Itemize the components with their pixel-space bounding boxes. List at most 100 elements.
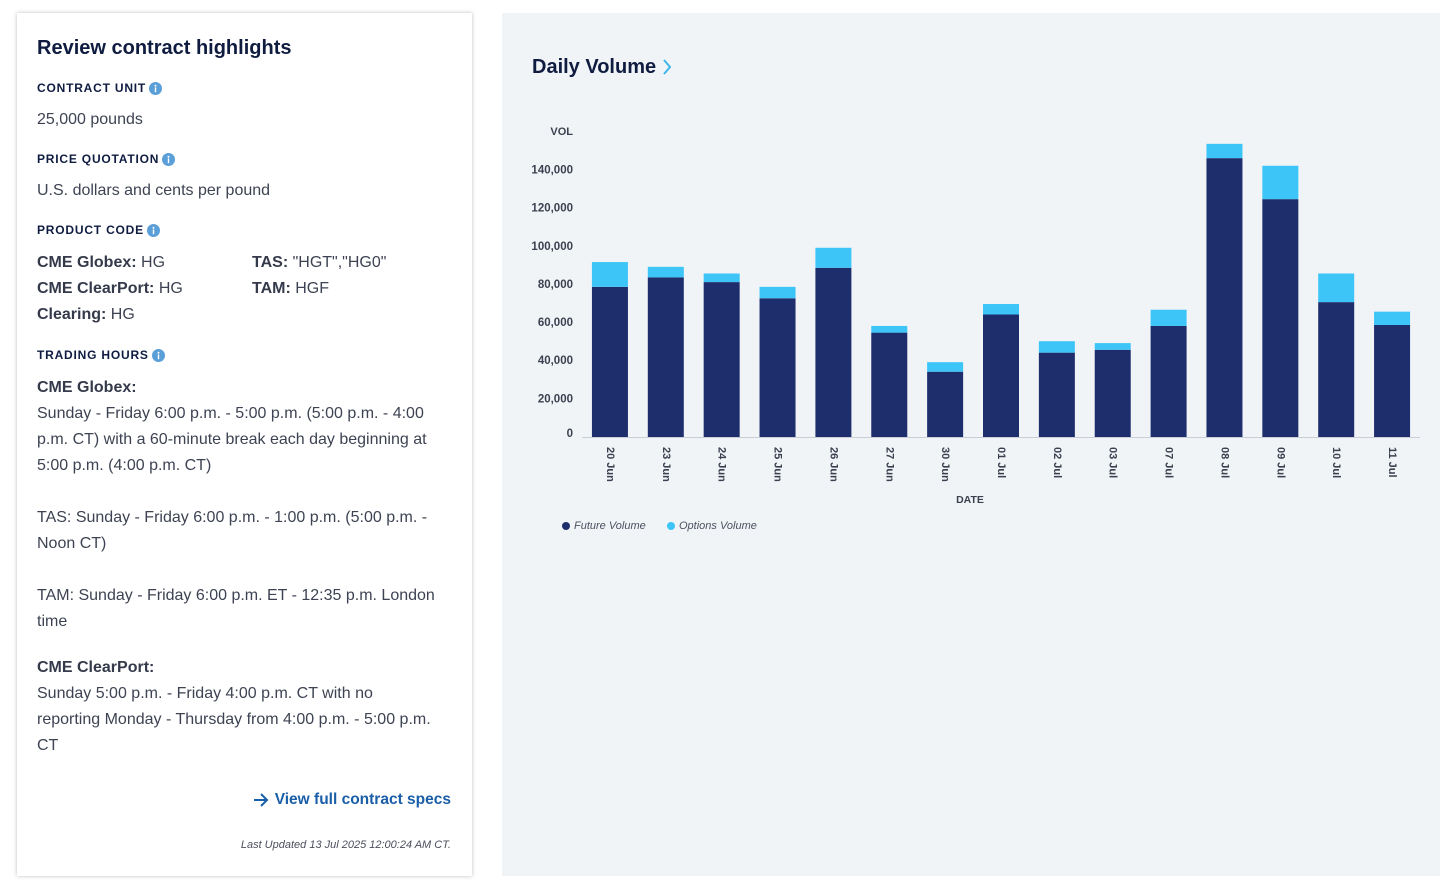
chevron-right-icon: [663, 59, 672, 75]
bar-options-volume-08-jul[interactable]: [1206, 143, 1243, 159]
x-tick-label: 24 Jun: [716, 447, 728, 482]
trading-hours-label: TRADING HOURS: [37, 346, 451, 364]
bar-future-volume-20-jun[interactable]: [591, 286, 628, 438]
bar-future-volume-11-jul[interactable]: [1374, 324, 1411, 438]
hours-tam: TAM: Sunday - Friday 6:00 p.m. ET - 12:3…: [37, 583, 451, 635]
info-icon[interactable]: [162, 152, 176, 166]
hours-cme-clearport: CME ClearPort: Sunday 5:00 p.m. - Friday…: [37, 655, 451, 759]
bar-options-volume-25-jun[interactable]: [759, 286, 796, 299]
hours-heading: CME Globex:: [37, 379, 137, 396]
product-code-tam: TAM: HGF: [252, 276, 451, 302]
product-code-key: TAS:: [252, 254, 289, 271]
bar-options-volume-24-jun[interactable]: [703, 273, 740, 283]
legend-item-future-volume[interactable]: Future Volume: [562, 520, 646, 532]
product-code-tas: TAS: "HGT","HG0": [252, 250, 451, 276]
hours-line: reporting Monday - Thursday from 4:00 p.…: [37, 711, 431, 728]
bar-future-volume-07-jul[interactable]: [1150, 325, 1187, 438]
info-icon[interactable]: [151, 348, 165, 362]
bar-options-volume-03-jul[interactable]: [1094, 343, 1131, 350]
view-full-contract-specs-link[interactable]: View full contract specs: [253, 789, 451, 811]
product-code-label-text: PRODUCT CODE: [37, 223, 144, 237]
product-code-clearing: Clearing: HG: [37, 302, 252, 328]
contract-unit-label-text: CONTRACT UNIT: [37, 81, 147, 95]
x-tick-label: 02 Jul: [1051, 447, 1063, 478]
bar-options-volume-26-jun[interactable]: [815, 247, 852, 268]
price-quotation-label-text: PRICE QUOTATION: [37, 152, 160, 166]
bar-future-volume-08-jul[interactable]: [1206, 158, 1243, 438]
bar-options-volume-11-jul[interactable]: [1374, 311, 1411, 325]
product-code-grid: CME Globex: HG TAS: "HGT","HG0" CME Clea…: [37, 250, 451, 328]
hours-line: time: [37, 613, 68, 630]
hours-cme-globex: CME Globex: Sunday - Friday 6:00 p.m. - …: [37, 375, 451, 479]
legend-swatch-future-volume: [562, 522, 570, 530]
x-tick-label: 10 Jul: [1330, 447, 1342, 478]
bar-future-volume-30-jun[interactable]: [927, 371, 964, 438]
bar-future-volume-09-jul[interactable]: [1262, 199, 1299, 438]
x-tick-label: 20 Jun: [604, 447, 616, 482]
hours-line: TAM: Sunday - Friday 6:00 p.m. ET - 12:3…: [37, 587, 435, 604]
bar-future-volume-23-jun[interactable]: [647, 277, 684, 438]
y-tick-label: 0: [567, 428, 573, 440]
card-title: Review contract highlights: [37, 37, 292, 59]
x-tick-label: 03 Jul: [1107, 447, 1119, 478]
arrow-right-icon: [253, 793, 269, 807]
bar-future-volume-24-jun[interactable]: [703, 282, 740, 438]
bar-future-volume-03-jul[interactable]: [1094, 349, 1131, 438]
contract-unit-value: 25,000 pounds: [37, 111, 143, 128]
y-tick-label: 60,000: [538, 317, 573, 329]
x-tick-label: 27 Jun: [883, 447, 895, 482]
bar-options-volume-01-jul[interactable]: [983, 304, 1019, 315]
product-code-label: PRODUCT CODE: [37, 221, 451, 239]
y-tick-label: 120,000: [531, 203, 573, 215]
hours-line: TAS: Sunday - Friday 6:00 p.m. - 1:00 p.…: [37, 509, 428, 526]
product-code-value: "HGT","HG0": [292, 254, 387, 271]
bar-options-volume-30-jun[interactable]: [927, 362, 964, 372]
product-code-key: CME Globex:: [37, 254, 137, 271]
last-updated: Last Updated 13 Jul 2025 12:00:24 AM CT.: [240, 839, 451, 851]
bar-future-volume-27-jun[interactable]: [871, 332, 908, 438]
x-tick-label: 30 Jun: [939, 447, 951, 482]
trading-hours-label-text: TRADING HOURS: [37, 348, 149, 362]
bar-future-volume-26-jun[interactable]: [815, 267, 852, 438]
product-code-value: HG: [110, 306, 135, 323]
product-code-value: HG: [158, 280, 183, 297]
legend-swatch-options-volume: [667, 522, 675, 530]
product-code-cme-globex: CME Globex: HG: [37, 250, 252, 276]
product-code-cme-clearport: CME ClearPort: HG: [37, 276, 252, 302]
bars: [591, 143, 1411, 438]
bar-options-volume-23-jun[interactable]: [647, 266, 684, 278]
legend-item-options-volume[interactable]: Options Volume: [667, 520, 757, 532]
bar-options-volume-02-jul[interactable]: [1038, 341, 1075, 353]
info-icon[interactable]: [146, 223, 160, 237]
daily-volume-title: Daily Volume: [532, 56, 657, 78]
y-tick-label: 80,000: [538, 279, 573, 291]
daily-volume-title-link[interactable]: Daily Volume: [532, 54, 672, 80]
bar-future-volume-10-jul[interactable]: [1318, 302, 1355, 438]
hours-line: Sunday 5:00 p.m. - Friday 4:00 p.m. CT w…: [37, 685, 373, 702]
x-tick-label: 26 Jun: [827, 447, 839, 482]
bar-future-volume-25-jun[interactable]: [759, 298, 796, 438]
bar-options-volume-07-jul[interactable]: [1150, 309, 1187, 326]
product-code-value: HG: [141, 254, 166, 271]
y-tick-label: 40,000: [538, 355, 573, 367]
bar-options-volume-20-jun[interactable]: [591, 262, 628, 287]
bar-options-volume-10-jul[interactable]: [1318, 273, 1355, 303]
y-axis-ticks: 0 20,000 40,000 60,000 80,000 100,000 120,000 1…: [531, 165, 573, 440]
product-code-key: CME ClearPort:: [37, 280, 155, 297]
hours-line: 5:00 p.m. (4:00 p.m. CT): [37, 457, 212, 474]
price-quotation-value: U.S. dollars and cents per pound: [37, 182, 271, 199]
product-code-key: TAM:: [252, 280, 291, 297]
bar-future-volume-02-jul[interactable]: [1038, 352, 1075, 438]
contract-unit-label: CONTRACT UNIT: [37, 79, 451, 97]
bar-future-volume-01-jul[interactable]: [983, 314, 1019, 438]
x-tick-label: 08 Jul: [1218, 447, 1230, 478]
x-tick-label: 09 Jul: [1274, 447, 1286, 478]
hours-line: Noon CT): [37, 535, 107, 552]
y-axis-title: VOL: [550, 126, 573, 138]
bar-options-volume-09-jul[interactable]: [1262, 165, 1299, 200]
x-axis-ticks: 20 Jun 23 Jun 24 Jun 25 Jun 26 Jun 27 Jun 30 J…: [604, 447, 1398, 482]
x-axis-title: DATE: [956, 494, 984, 506]
info-icon[interactable]: [149, 81, 163, 95]
daily-volume-chart: VOL 0 20,000 40,000 60,000 80,000 100,000 120,…: [531, 126, 1420, 532]
bar-options-volume-27-jun[interactable]: [871, 325, 908, 333]
